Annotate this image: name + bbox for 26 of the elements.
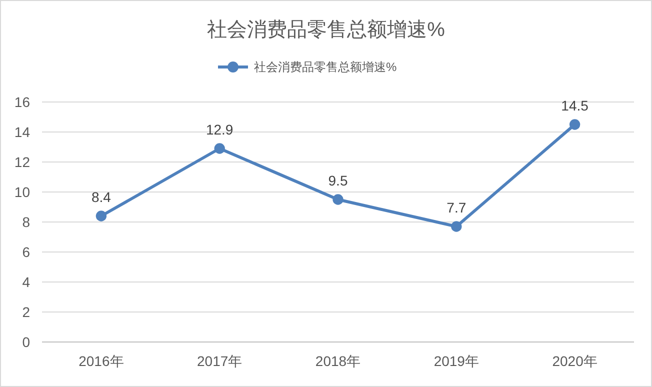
y-tick-label: 0 [22, 334, 30, 350]
y-tick-label: 4 [22, 274, 30, 290]
y-tick-label: 10 [14, 184, 30, 200]
y-tick-label: 12 [14, 154, 30, 170]
data-label: 7.7 [446, 200, 466, 216]
x-tick-label: 2017年 [197, 353, 242, 369]
data-label: 12.9 [206, 122, 234, 138]
x-tick-label: 2018年 [315, 353, 361, 369]
point [214, 143, 225, 154]
x-tick-label: 2016年 [78, 353, 124, 369]
point [569, 119, 580, 130]
y-tick-label: 16 [14, 94, 30, 110]
data-label: 8.4 [91, 189, 112, 205]
point [332, 194, 344, 205]
chart-title: 社会消费品零售总额增速% [207, 19, 446, 41]
data-label: 9.5 [328, 172, 348, 188]
x-tick-label: 2019年 [434, 353, 479, 369]
x-tick-label: 2020年 [552, 353, 598, 369]
y-tick-label: 14 [14, 124, 30, 140]
y-tick-label: 2 [22, 304, 30, 320]
data-label: 14.5 [561, 98, 589, 114]
y-tick-label: 6 [22, 244, 30, 260]
point [96, 210, 107, 222]
legend-label: 社会消费品零售总额增速% [254, 60, 397, 74]
point [451, 221, 462, 232]
y-tick-label: 8 [22, 214, 30, 230]
